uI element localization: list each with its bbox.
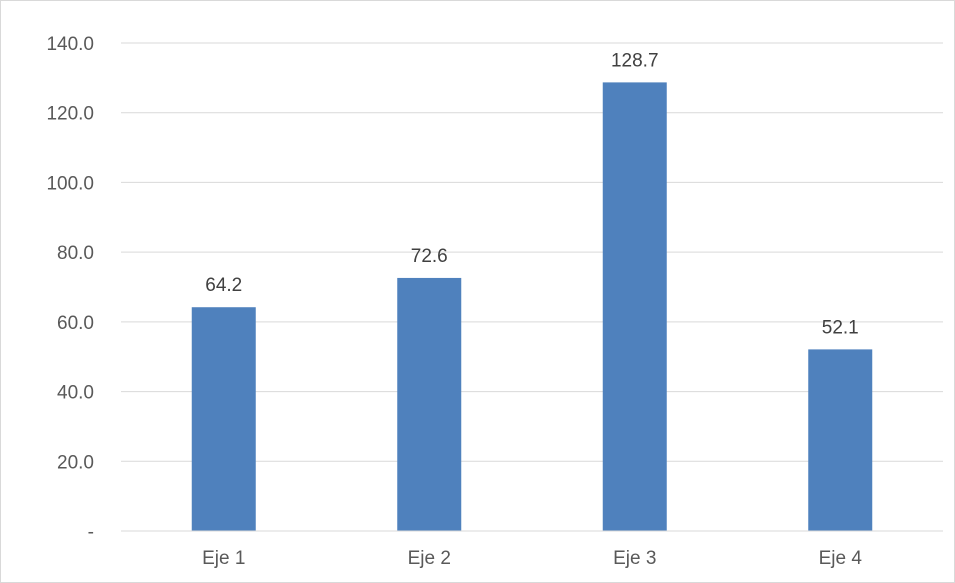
x-axis-tick-labels: Eje 1 Eje 2 Eje 3 Eje 4 (202, 548, 862, 569)
y-tick-label: 20.0 (57, 452, 94, 473)
y-axis-tick-labels: - 20.0 40.0 60.0 80.0 100.0 120.0 140.0 (46, 34, 94, 543)
data-label: 52.1 (822, 317, 859, 338)
y-tick-label: 140.0 (46, 34, 94, 55)
bar (191, 307, 256, 531)
bar (602, 82, 667, 531)
bar (397, 277, 462, 531)
y-tick-label: 60.0 (57, 313, 94, 334)
y-tick-label: 40.0 (57, 383, 94, 404)
x-tick-label: Eje 2 (408, 548, 451, 569)
x-tick-label: Eje 3 (613, 548, 656, 569)
data-label: 128.7 (611, 50, 659, 71)
y-tick-label: 120.0 (46, 104, 94, 125)
y-tick-label: 100.0 (46, 173, 94, 194)
x-tick-label: Eje 1 (202, 548, 245, 569)
y-tick-label: 80.0 (57, 243, 94, 264)
gridlines (121, 42, 943, 462)
y-tick-label: - (88, 522, 94, 543)
data-label: 72.6 (411, 246, 448, 267)
bar (808, 349, 873, 531)
data-label: 64.2 (205, 275, 242, 296)
x-tick-label: Eje 4 (819, 548, 863, 569)
bars (191, 82, 873, 531)
data-labels: 64.2 72.6 128.7 52.1 (205, 50, 858, 338)
